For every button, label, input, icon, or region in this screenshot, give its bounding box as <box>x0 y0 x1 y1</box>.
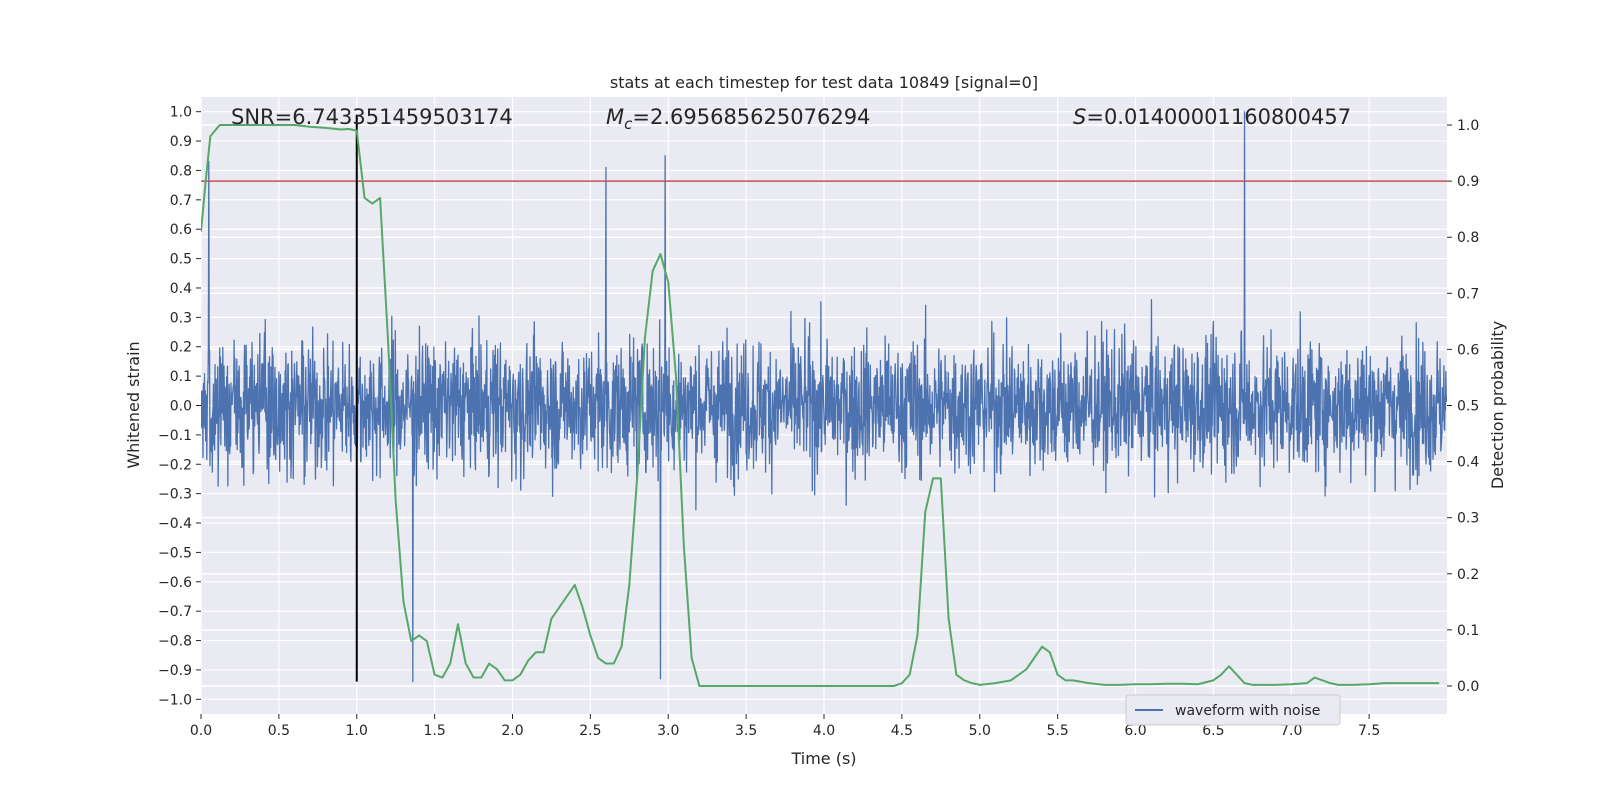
x-tick-label: 0.0 <box>190 723 212 739</box>
x-tick-label: 0.5 <box>268 723 290 739</box>
y2-tick-label: 0.6 <box>1457 342 1479 358</box>
y-tick-label: −0.7 <box>158 604 192 620</box>
s-value: =0.01400001160800457 <box>1086 105 1351 129</box>
y2-tick-label: 0.0 <box>1457 679 1479 695</box>
y-tick-label: 1.0 <box>170 105 192 121</box>
x-tick-label: 2.0 <box>501 723 523 739</box>
chirp-mass-subscript: c <box>624 115 633 133</box>
y-tick-label: −1.0 <box>158 692 192 708</box>
legend-label: waveform with noise <box>1175 703 1320 719</box>
y-tick-label: 0.5 <box>170 252 192 268</box>
y2-tick-label: 0.5 <box>1457 399 1479 415</box>
y-tick-label: −0.4 <box>158 516 192 532</box>
s-annotation: S=0.01400001160800457 <box>1073 105 1351 129</box>
y2-tick-label: 0.7 <box>1457 286 1479 302</box>
x-tick-label: 4.0 <box>813 723 835 739</box>
y-tick-label: 0.1 <box>170 369 192 385</box>
y-tick-label: 0.3 <box>170 310 192 326</box>
y-tick-label: −0.5 <box>158 545 192 561</box>
x-tick-label: 7.0 <box>1280 723 1302 739</box>
y2-tick-label: 0.8 <box>1457 230 1479 246</box>
y2-tick-label: 1.0 <box>1457 118 1479 134</box>
x-tick-label: 5.0 <box>969 723 991 739</box>
reference-lines <box>201 114 1447 682</box>
x-axis-label: Time (s) <box>790 749 856 768</box>
probability-layer <box>201 124 1440 687</box>
ticks: 0.0 0.5 1.0 1.5 2.0 2.5 3.0 3.5 4.0 4.5 5.0 5.5 6.0 6… <box>158 105 1479 739</box>
y-tick-label: 0.6 <box>170 222 192 238</box>
y-tick-label: 0.8 <box>170 163 192 179</box>
y-tick-label: 0.4 <box>170 281 192 297</box>
y2-tick-label: 0.9 <box>1457 174 1479 190</box>
x-tick-label: 3.0 <box>657 723 679 739</box>
probability-series <box>201 124 1440 687</box>
x-tick-label: 5.5 <box>1046 723 1068 739</box>
legend-box <box>1125 694 1341 726</box>
y-tick-label: 0.9 <box>170 134 192 150</box>
y-tick-label: 0.7 <box>170 193 192 209</box>
y-tick-label: −0.1 <box>158 428 192 444</box>
y2-tick-label: 0.4 <box>1457 455 1479 471</box>
y-tick-label: −0.6 <box>158 575 192 591</box>
x-tick-label: 7.5 <box>1358 723 1380 739</box>
chirp-mass-symbol: M <box>606 105 624 129</box>
x-tick-label: 6.0 <box>1124 723 1146 739</box>
chart-title: stats at each timestep for test data 108… <box>610 73 1038 92</box>
x-tick-label: 3.5 <box>735 723 757 739</box>
x-tick-label: 6.5 <box>1202 723 1224 739</box>
chirp-mass-value: =2.695685625076294 <box>632 105 870 129</box>
y-tick-label: −0.8 <box>158 634 192 650</box>
snr-annotation: SNR=6.743351459503174 <box>231 105 513 129</box>
y-tick-label: −0.2 <box>158 457 192 473</box>
x-tick-label: 4.5 <box>891 723 913 739</box>
x-tick-label: 1.5 <box>423 723 445 739</box>
s-symbol: S <box>1073 105 1086 129</box>
y-tick-label: −0.3 <box>158 487 192 503</box>
waveform-series <box>201 111 1447 683</box>
y-tick-label: −0.9 <box>158 663 192 679</box>
y-axis-label: Whitened strain <box>124 341 143 468</box>
y2-tick-label: 0.2 <box>1457 567 1479 583</box>
data-layer <box>201 111 1447 683</box>
y2-axis-label: Detection probability <box>1488 321 1507 489</box>
y2-tick-label: 0.3 <box>1457 511 1479 527</box>
chirp-mass-annotation: Mc=2.695685625076294 <box>606 105 870 133</box>
legend: waveform with noise <box>1125 694 1341 726</box>
y2-tick-label: 0.1 <box>1457 623 1479 639</box>
y-tick-label: 0.0 <box>170 399 192 415</box>
y-tick-label: 0.2 <box>170 340 192 356</box>
x-tick-label: 1.0 <box>346 723 368 739</box>
x-tick-label: 2.5 <box>579 723 601 739</box>
